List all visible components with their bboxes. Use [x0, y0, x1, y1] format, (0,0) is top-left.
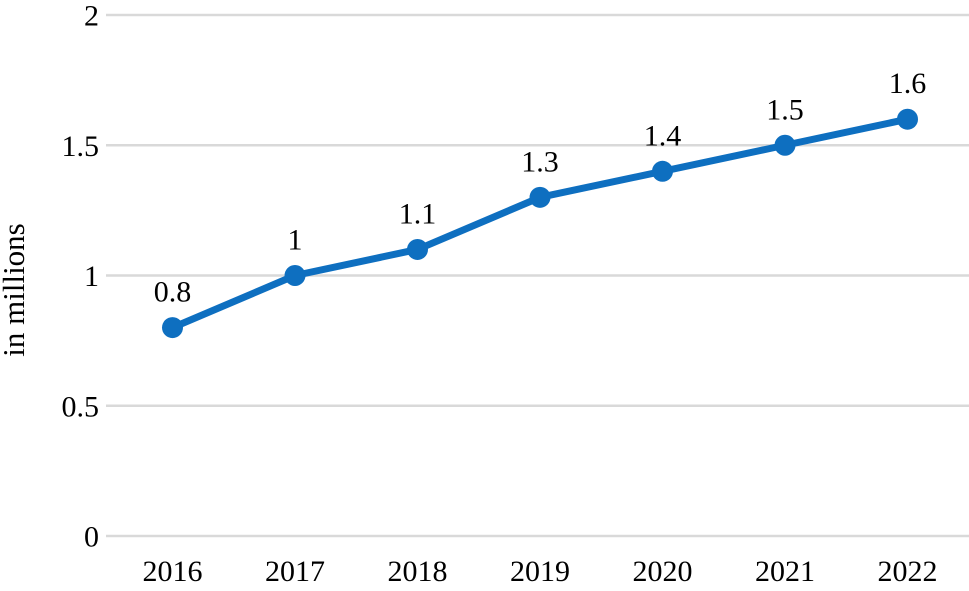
data-point-marker [284, 265, 306, 286]
y-tick-label: 1.5 [62, 130, 100, 163]
x-tick-label: 2020 [633, 555, 693, 588]
data-point-marker [529, 186, 551, 208]
data-point-marker [652, 160, 673, 182]
data-point-marker [774, 134, 796, 156]
y-tick-label: 2 [84, 0, 99, 33]
data-point-label: 1.4 [644, 119, 682, 152]
data-point-label: 1.3 [521, 145, 559, 178]
x-tick-label: 2019 [510, 555, 570, 588]
y-tick-label: 0 [84, 521, 99, 554]
data-point-label: 1.5 [766, 93, 804, 126]
y-tick-label: 0.5 [62, 390, 100, 423]
x-tick-label: 2016 [143, 555, 203, 588]
data-point-label: 0.8 [154, 276, 192, 309]
x-tick-label: 2021 [755, 555, 815, 588]
x-tick-label: 2017 [265, 555, 325, 588]
data-point-label: 1.6 [889, 67, 927, 100]
x-tick-label: 2018 [388, 555, 448, 588]
x-tick-label: 2022 [878, 555, 938, 588]
data-point-marker [407, 238, 428, 260]
y-tick-label: 1 [84, 260, 99, 293]
y-axis-title: in millions [0, 223, 31, 357]
data-point-label: 1.1 [399, 197, 437, 230]
data-point-label: 1 [288, 224, 303, 257]
data-point-marker [162, 317, 183, 339]
data-point-marker [897, 108, 918, 130]
